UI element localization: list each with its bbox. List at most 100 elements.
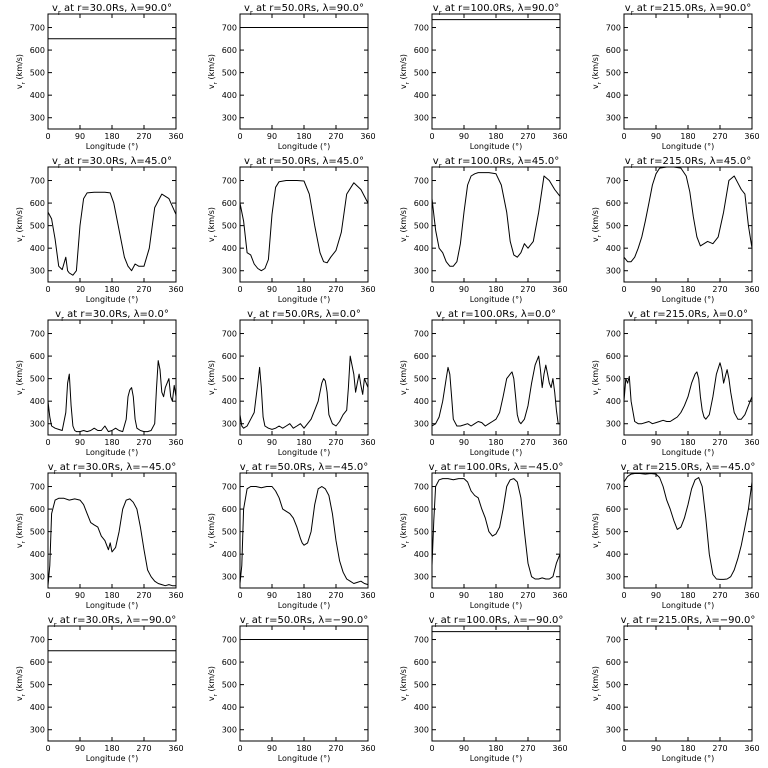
x-tick-label: 270 — [712, 132, 727, 141]
y-tick-label: 500 — [30, 375, 45, 384]
y-tick-label: 600 — [606, 46, 621, 55]
x-tick-label: 90 — [651, 132, 661, 141]
panel-title: vr at r=30.0Rs, λ=−45.0° — [48, 462, 176, 476]
y-tick-label: 600 — [414, 505, 429, 514]
y-axis-label: vr (km/s) — [15, 54, 27, 89]
panel-title: vr at r=215.0Rs, λ=−90.0° — [621, 615, 756, 629]
x-tick-label: 180 — [104, 438, 119, 447]
panel-14: vr at r=100.0Rs, λ=−45.0° 0 90 180 270 360 300… — [399, 462, 568, 610]
x-tick-label: 180 — [296, 132, 311, 141]
x-tick-label: 360 — [168, 591, 183, 600]
x-axis-label: Longitude (°) — [86, 448, 139, 457]
panel-title: vr at r=30.0Rs, λ=0.0° — [55, 309, 169, 323]
y-tick-label: 400 — [606, 244, 621, 253]
x-tick-label: 0 — [237, 132, 242, 141]
y-tick-label: 500 — [606, 681, 621, 690]
x-axis-label: Longitude (°) — [86, 295, 139, 304]
x-tick-label: 360 — [360, 132, 375, 141]
panel-title: vr at r=50.0Rs, λ=−90.0° — [240, 615, 368, 629]
panel-title: vr at r=50.0Rs, λ=0.0° — [247, 309, 361, 323]
panel-title: vr at r=100.0Rs, λ=−45.0° — [429, 462, 564, 476]
y-tick-label: 400 — [30, 91, 45, 100]
x-tick-label: 0 — [429, 744, 434, 753]
x-tick-label: 0 — [621, 591, 626, 600]
x-tick-label: 270 — [520, 132, 535, 141]
x-tick-label: 180 — [680, 438, 695, 447]
plot-frame — [623, 13, 753, 130]
y-tick-label: 700 — [414, 330, 429, 339]
x-axis-label: Longitude (°) — [278, 295, 331, 304]
x-tick-label: 0 — [45, 285, 50, 294]
series-line — [47, 497, 176, 587]
x-tick-label: 180 — [680, 285, 695, 294]
y-tick-label: 400 — [606, 397, 621, 406]
series-line — [623, 362, 753, 425]
panel-title: vr at r=50.0Rs, λ=45.0° — [244, 156, 364, 170]
y-tick-label: 400 — [222, 397, 237, 406]
y-tick-label: 500 — [222, 222, 237, 231]
y-axis-label: vr (km/s) — [207, 360, 219, 395]
series-line — [239, 180, 369, 272]
x-axis-label: Longitude (°) — [278, 448, 331, 457]
y-tick-label: 400 — [30, 244, 45, 253]
x-tick-label: 360 — [552, 744, 567, 753]
y-tick-label: 600 — [606, 352, 621, 361]
x-tick-label: 360 — [360, 438, 375, 447]
y-tick-label: 500 — [606, 375, 621, 384]
y-tick-label: 500 — [222, 528, 237, 537]
y-axis-label: vr (km/s) — [591, 360, 603, 395]
series-line — [623, 473, 753, 580]
panel-title: vr at r=30.0Rs, λ=−90.0° — [48, 615, 176, 629]
x-tick-label: 180 — [680, 132, 695, 141]
y-tick-label: 400 — [414, 703, 429, 712]
plot-frame — [431, 166, 561, 283]
x-tick-label: 360 — [552, 591, 567, 600]
x-tick-label: 90 — [459, 591, 469, 600]
x-axis-label: Longitude (°) — [662, 448, 715, 457]
panel-title: vr at r=215.0Rs, λ=−45.0° — [621, 462, 756, 476]
panel-19: vr at r=215.0Rs, λ=−90.0° 0 90 180 270 360 300… — [591, 615, 760, 763]
y-tick-label: 500 — [222, 375, 237, 384]
y-tick-label: 700 — [222, 483, 237, 492]
y-tick-label: 600 — [606, 505, 621, 514]
x-axis-label: Longitude (°) — [470, 448, 523, 457]
x-tick-label: 0 — [237, 744, 242, 753]
y-axis-label: vr (km/s) — [591, 666, 603, 701]
y-tick-label: 500 — [414, 69, 429, 78]
series-line — [431, 478, 561, 580]
y-tick-label: 700 — [606, 24, 621, 33]
x-tick-label: 180 — [488, 285, 503, 294]
x-tick-label: 0 — [429, 591, 434, 600]
x-tick-label: 270 — [136, 132, 151, 141]
panel-title: vr at r=100.0Rs, λ=45.0° — [433, 156, 559, 170]
x-tick-label: 90 — [267, 591, 277, 600]
x-tick-label: 360 — [168, 744, 183, 753]
y-tick-label: 300 — [606, 114, 621, 123]
y-tick-label: 400 — [222, 550, 237, 559]
y-tick-label: 300 — [414, 726, 429, 735]
y-axis-label: vr (km/s) — [15, 666, 27, 701]
panel-title: vr at r=30.0Rs, λ=45.0° — [52, 156, 172, 170]
x-tick-label: 360 — [744, 438, 759, 447]
y-tick-label: 300 — [222, 114, 237, 123]
y-tick-label: 700 — [606, 177, 621, 186]
y-tick-label: 700 — [414, 636, 429, 645]
y-tick-label: 600 — [222, 46, 237, 55]
x-axis-label: Longitude (°) — [86, 142, 139, 151]
series-line — [431, 355, 560, 427]
panel-10: vr at r=100.0Rs, λ=0.0° 0 90 180 270 360 300 40… — [399, 309, 568, 457]
x-tick-label: 360 — [360, 744, 375, 753]
y-tick-label: 700 — [30, 636, 45, 645]
x-tick-label: 90 — [75, 591, 85, 600]
x-tick-label: 90 — [267, 285, 277, 294]
x-tick-label: 90 — [651, 285, 661, 294]
panel-title: vr at r=30.0Rs, λ=90.0° — [52, 3, 172, 17]
x-tick-label: 180 — [104, 744, 119, 753]
x-tick-label: 360 — [552, 285, 567, 294]
x-tick-label: 90 — [459, 285, 469, 294]
x-tick-label: 90 — [651, 591, 661, 600]
x-tick-label: 270 — [712, 438, 727, 447]
panel-4: vr at r=30.0Rs, λ=45.0° 0 90 180 270 360 300 40… — [15, 156, 184, 304]
y-tick-label: 300 — [222, 267, 237, 276]
y-tick-label: 300 — [30, 573, 45, 582]
